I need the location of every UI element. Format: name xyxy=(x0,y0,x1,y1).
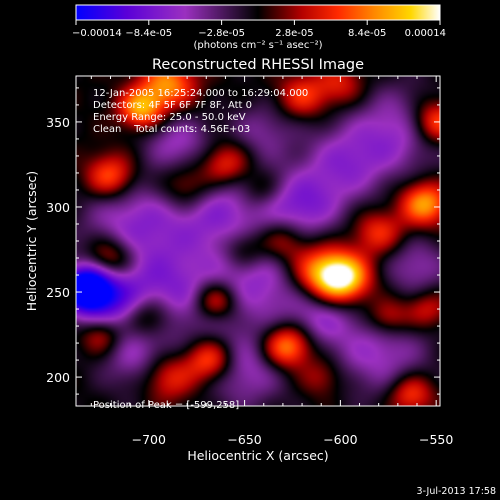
peak-position-label: Position of Peak = [-599,258] xyxy=(93,400,239,411)
y-tick-label: 350 xyxy=(46,115,70,130)
chart-title: Reconstructed RHESSI Image xyxy=(152,57,364,73)
x-axis: −700 −650 −600 −550 xyxy=(90,76,453,447)
y-axis-label: Heliocentric Y (arcsec) xyxy=(24,171,39,311)
colorbar-tick-label: −2.8e-05 xyxy=(198,28,245,39)
annotation-block: 12-Jan-2005 16:25:24.000 to 16:29:04.000… xyxy=(93,88,308,135)
colorbar-tick-label: −8.4e-05 xyxy=(125,28,172,39)
colorbar-tick-label: 0.00014 xyxy=(405,28,446,39)
colorbar-tick-label: −0.00014 xyxy=(72,28,122,39)
annotation-time-range: 12-Jan-2005 16:25:24.000 to 16:29:04.000 xyxy=(93,88,308,99)
x-tick-label: −700 xyxy=(132,432,166,447)
y-tick-label: 250 xyxy=(46,285,70,300)
x-axis-label: Heliocentric X (arcsec) xyxy=(187,448,328,463)
colorbar-tick-label: 2.8e-05 xyxy=(275,28,313,39)
colorbar-unit-label: (photons cm⁻² s⁻¹ asec⁻²) xyxy=(193,40,322,51)
colorbar-tick-label: 8.4e-05 xyxy=(348,28,386,39)
y-axis: 200 250 300 350 xyxy=(46,87,440,395)
heatmap-image xyxy=(76,76,440,406)
colorbar-ticks: −0.00014 −8.4e-05 −2.8e-05 2.8e-05 8.4e-05 0.… xyxy=(72,20,446,39)
colorbar-gradient xyxy=(75,4,441,21)
y-tick-label: 300 xyxy=(46,200,70,215)
annotation-energy-range: Energy Range: 25.0 - 50.0 keV xyxy=(93,112,246,123)
annotation-detectors: Detectors: 4F 5F 6F 7F 8F, Att 0 xyxy=(93,100,252,111)
annotation-method-counts: Clean Total counts: 4.56E+03 xyxy=(93,124,250,135)
x-tick-label: −550 xyxy=(419,432,453,447)
colorbar: −0.00014 −8.4e-05 −2.8e-05 2.8e-05 8.4e-05 0.… xyxy=(72,4,446,51)
y-tick-label: 200 xyxy=(46,370,70,385)
x-tick-label: −600 xyxy=(323,432,357,447)
footer-date: 3-Jul-2013 17:58 xyxy=(417,486,496,497)
x-tick-label: −650 xyxy=(227,432,261,447)
